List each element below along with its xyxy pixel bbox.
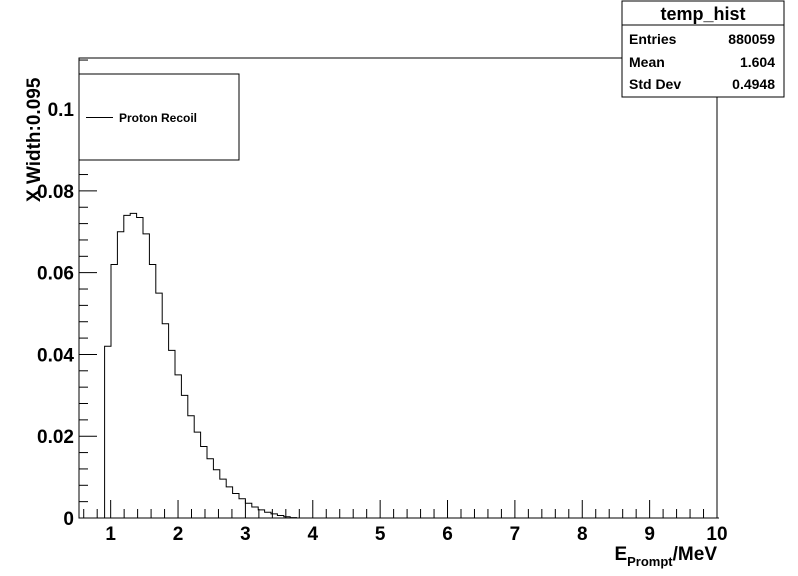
y-axis-title: X Width:0.095	[24, 77, 45, 202]
x-tick-label: 5	[375, 524, 386, 545]
x-tick-label: 4	[307, 524, 318, 545]
x-tick-label: 6	[442, 524, 453, 545]
stats-box-title: temp_hist	[660, 4, 745, 24]
histogram-bin	[156, 293, 162, 518]
x-tick-label: 1	[105, 524, 116, 545]
histogram-bin	[181, 395, 187, 518]
histogram-bin	[111, 264, 117, 518]
histogram-bin	[233, 493, 239, 518]
histogram-bin	[137, 217, 143, 518]
x-tick-label: 10	[706, 524, 727, 545]
y-tick-label: 0.08	[37, 182, 74, 203]
histogram-bin	[169, 350, 175, 518]
y-tick-label: 0.04	[37, 345, 74, 366]
x-axis-tick-labels: 1 2 3 4 5 6 7 8 9 10	[105, 524, 727, 545]
histogram-bin	[124, 215, 130, 518]
histogram-bin	[245, 503, 251, 518]
x-axis-ticks	[83, 500, 718, 518]
histogram-bin	[201, 446, 207, 518]
y-tick-label: 0.02	[37, 427, 74, 448]
y-tick-label: 0.06	[37, 264, 74, 285]
x-tick-label: 3	[240, 524, 251, 545]
histogram-bin	[143, 234, 149, 518]
histogram-outline	[79, 212, 720, 519]
x-axis-title-suffix: /MeV	[673, 544, 718, 565]
histogram-bin	[265, 512, 271, 518]
stats-box: temp_hist Entries 880059 Mean 1.604 Std …	[621, 0, 785, 98]
legend-entry-label: Proton Recoil	[119, 111, 197, 125]
histogram-bin	[149, 264, 155, 518]
x-tick-label: 2	[173, 524, 184, 545]
histogram-bin	[207, 459, 213, 518]
histogram-bin	[252, 507, 258, 518]
y-tick-label: 0.1	[48, 100, 75, 121]
histogram-bin	[239, 499, 245, 518]
x-axis-title-subscript: Prompt	[627, 554, 673, 569]
histogram-bin	[105, 346, 111, 518]
stats-stddev-value: 0.4948	[732, 76, 775, 92]
stats-entries-value: 880059	[728, 31, 775, 47]
x-tick-label: 9	[644, 524, 655, 545]
stats-box-frame	[621, 0, 785, 98]
x-axis-title-main: E	[614, 544, 627, 565]
y-tick-label: 0	[63, 509, 74, 530]
stats-stddev-label: Std Dev	[629, 76, 681, 92]
histogram-bin	[188, 416, 194, 518]
stats-mean-label: Mean	[629, 54, 665, 70]
legend: Proton Recoil	[78, 73, 240, 161]
histogram-bin	[117, 232, 123, 518]
x-tick-label: 7	[510, 524, 521, 545]
x-tick-label: 8	[577, 524, 588, 545]
histogram-bin	[162, 324, 168, 518]
histogram-bin	[194, 432, 200, 518]
histogram-bin	[220, 479, 226, 518]
stats-entries-label: Entries	[629, 31, 677, 47]
x-axis-title: EPrompt/MeV	[614, 544, 717, 569]
histogram-bin	[175, 375, 181, 518]
y-axis-tick-labels: 0 0.02 0.04 0.06 0.08 0.1	[37, 100, 74, 530]
histogram-bin	[130, 213, 136, 518]
stats-mean-value: 1.604	[740, 54, 775, 70]
histogram-bins	[105, 213, 297, 518]
